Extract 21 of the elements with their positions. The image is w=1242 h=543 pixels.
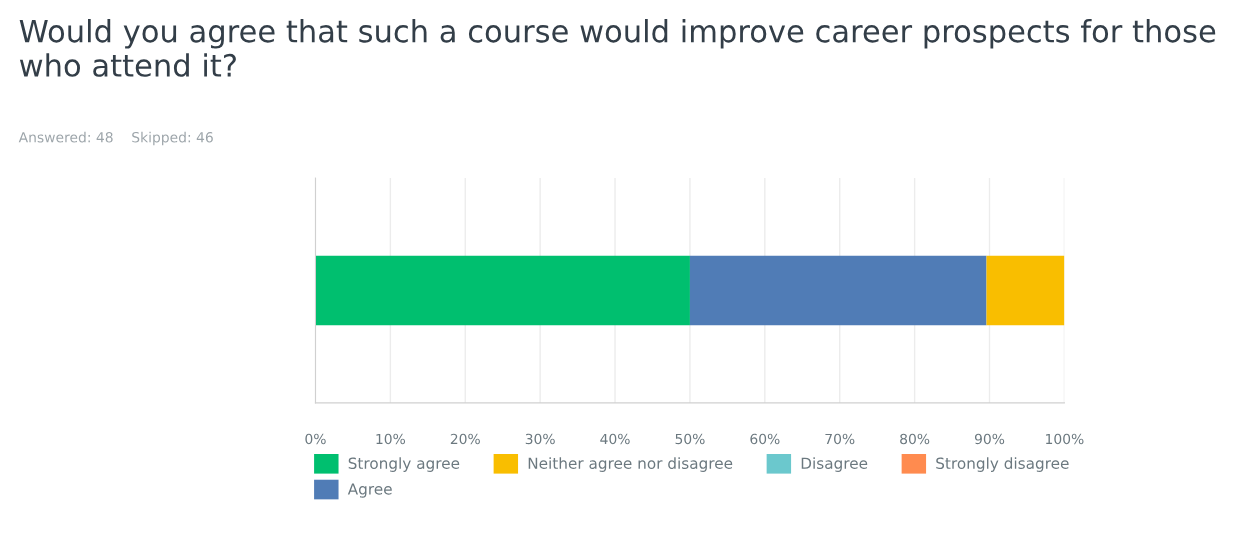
x-tick-label: 40% xyxy=(600,433,630,445)
chart-title: Would you agree that such a course would improve career prospects for those who attend it? xyxy=(19,19,1216,77)
x-tick-label: 70% xyxy=(825,433,855,445)
x-tick-label: 0% xyxy=(305,433,326,445)
bar xyxy=(315,255,690,326)
x-tick-label: 80% xyxy=(900,433,930,445)
legend-label: Strongly agree xyxy=(348,457,460,472)
x-tick-label: 20% xyxy=(450,433,480,445)
x-tick-label: 100% xyxy=(1046,433,1084,445)
x-tick-label: 10% xyxy=(376,433,406,445)
legend-label: Strongly disagree xyxy=(936,457,1069,472)
x-tick-label: 90% xyxy=(974,433,1005,445)
x-tick-label: 60% xyxy=(750,433,780,445)
bar xyxy=(689,255,987,326)
x-tick-label: 50% xyxy=(675,433,705,445)
legend-label: Neither agree nor disagree xyxy=(528,457,733,472)
x-tick-label: 30% xyxy=(525,433,555,445)
text: Answered: 48 Skipped: 46 xyxy=(18,131,213,146)
legend-label: Disagree xyxy=(801,457,868,472)
bar xyxy=(986,255,1065,326)
legend-label: Agree xyxy=(347,483,392,498)
